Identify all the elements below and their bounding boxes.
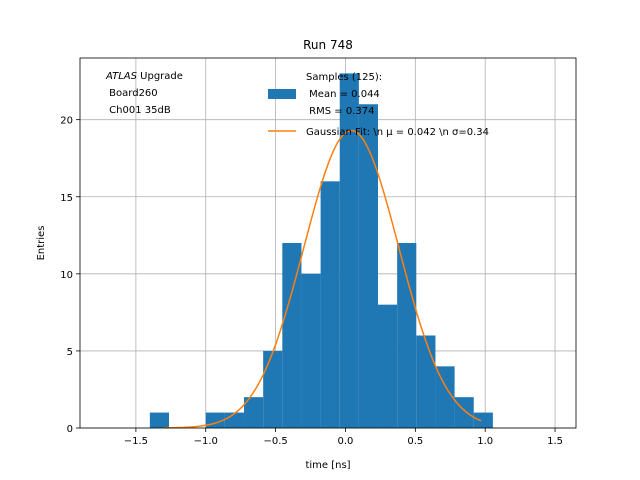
legend: Samples (125): Mean = 0.044 RMS = 0.374 … — [268, 72, 489, 138]
histogram-bar-10 — [378, 304, 398, 428]
histogram-bar-9 — [358, 104, 379, 428]
chart-title: Run 748 — [303, 38, 353, 52]
histogram-bar-7 — [320, 181, 340, 428]
y-tick-label-0: 0 — [67, 424, 73, 435]
y-tick-label-1: 5 — [67, 347, 73, 358]
y-tick-label-3: 15 — [60, 193, 73, 204]
annotation-line-1: Upgrade — [137, 71, 183, 82]
x-tick-label-5: 1.0 — [477, 436, 493, 447]
legend-hist-label: Samples (125): Mean = 0.044 RMS = 0.374 — [306, 72, 382, 117]
legend-fit-label: Gaussian Fit: \n μ = 0.042 \n σ=0.34 — [306, 127, 489, 138]
legend-hist-swatch — [268, 89, 296, 99]
histogram-bar-15 — [473, 412, 493, 428]
histogram-bar-8 — [339, 73, 359, 429]
y-tick-label-4: 20 — [60, 116, 73, 127]
histogram-bar-13 — [435, 366, 455, 428]
histogram-bar-4 — [263, 350, 283, 428]
histogram-bar-5 — [282, 243, 302, 428]
x-axis-ticks: −1.5 −1.0 −0.5 0.0 0.5 1.0 1.5 — [124, 428, 563, 447]
x-tick-label-4: 0.5 — [407, 436, 423, 447]
x-axis-label: time [ns] — [305, 460, 350, 471]
x-tick-label-2: −0.5 — [263, 436, 287, 447]
x-tick-label-3: 0.0 — [338, 436, 354, 447]
y-axis-label: Entries — [36, 226, 47, 261]
x-tick-label-6: 1.5 — [547, 436, 563, 447]
plot-frame — [79, 57, 577, 429]
histogram-bar-0 — [149, 412, 170, 428]
atlas-annotation: ATLAS Upgrade Board260 Ch001 35dB — [105, 71, 183, 116]
x-tick-label-1: −1.0 — [194, 436, 218, 447]
atlas-label: ATLAS — [105, 71, 138, 82]
y-tick-label-2: 10 — [60, 270, 73, 281]
svg-text:ATLAS Upgrade: ATLAS Upgrade — [105, 71, 183, 82]
annotation-line-3: Ch001 35dB — [106, 105, 171, 116]
histogram-bar-2 — [224, 412, 245, 428]
histogram-bar-3 — [244, 397, 264, 428]
x-tick-label-0: −1.5 — [124, 436, 148, 447]
annotation-line-2: Board260 — [106, 88, 158, 99]
histogram-bar-11 — [397, 243, 417, 428]
y-axis-ticks: 0 5 10 15 20 — [60, 116, 80, 435]
histogram-bar-6 — [301, 273, 321, 428]
histogram-bar-14 — [454, 397, 474, 428]
histogram-bar-12 — [416, 335, 436, 428]
histogram-bars — [149, 73, 493, 429]
gaussian-fit-curve — [163, 129, 482, 429]
